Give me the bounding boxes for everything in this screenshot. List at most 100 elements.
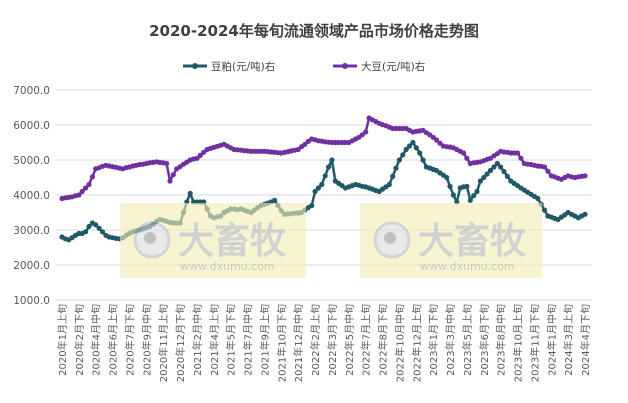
watermark-url: www.dxumu.com	[180, 260, 275, 273]
data-point	[582, 211, 588, 217]
x-tick-label: 2023年6月下旬	[478, 304, 491, 376]
data-point	[582, 173, 588, 179]
data-point	[83, 185, 89, 191]
legend: 豆粕(元/吨)右 大豆(元/吨)右	[183, 60, 425, 73]
data-point	[386, 181, 392, 188]
data-point	[167, 178, 173, 184]
watermark-2: 大畜牧 www.dxumu.com	[360, 203, 542, 278]
data-point	[403, 146, 409, 153]
data-point	[494, 160, 500, 167]
data-point	[319, 181, 325, 188]
data-point	[390, 173, 396, 179]
series-soybean	[59, 115, 588, 202]
data-point	[164, 160, 170, 167]
x-tick-label: 2024年4月下旬	[579, 304, 592, 376]
legend-marker-soybean	[342, 63, 348, 69]
data-point	[79, 188, 85, 195]
y-tick-label: 3000.0	[13, 225, 50, 237]
data-point	[396, 157, 402, 163]
data-point	[315, 185, 321, 191]
data-point	[400, 152, 406, 158]
data-point	[312, 188, 318, 195]
x-tick-label: 2023年3月中旬	[444, 304, 457, 376]
data-point	[413, 145, 419, 151]
data-point	[420, 157, 426, 163]
x-tick-label: 2021年2月中旬	[191, 304, 204, 376]
data-point	[329, 157, 335, 163]
data-point	[433, 137, 440, 143]
watermark-brand: 大畜牧	[178, 221, 287, 262]
data-point	[410, 139, 416, 146]
data-point	[99, 229, 106, 235]
data-point	[187, 190, 193, 196]
y-tick-label: 2000.0	[13, 260, 50, 272]
data-point	[484, 171, 490, 177]
data-point	[322, 173, 328, 179]
data-point	[504, 173, 510, 179]
data-point	[363, 129, 369, 135]
x-tick-label: 2021年5月下旬	[225, 304, 238, 376]
data-point	[477, 178, 483, 184]
watermark-1: 大畜牧 www.dxumu.com	[120, 203, 306, 278]
x-tick-label: 2020年4月中旬	[90, 304, 103, 376]
y-tick-label: 1000.0	[13, 295, 50, 307]
x-tick-label: 2021年12月中旬	[292, 304, 305, 382]
x-tick-label: 2023年11月下旬	[528, 304, 541, 382]
data-point	[326, 164, 332, 170]
data-point	[541, 164, 548, 170]
x-tick-label: 2022年8月下旬	[377, 304, 390, 376]
data-point	[393, 165, 399, 171]
x-tick-label: 2022年5月中旬	[343, 304, 356, 376]
x-tick-label: 2021年9月上旬	[258, 304, 271, 376]
y-tick-label: 6000.0	[13, 120, 50, 132]
data-point	[96, 225, 102, 231]
data-point	[447, 183, 453, 189]
data-point	[518, 155, 524, 161]
data-point	[309, 202, 315, 209]
x-tick-label: 2022年3月下旬	[326, 304, 339, 376]
x-tick-label: 2022年2月上旬	[309, 304, 322, 376]
data-point	[450, 192, 456, 198]
x-tick-label: 2021年7月中旬	[242, 304, 255, 376]
legend-item-soybean-meal[interactable]: 豆粕(元/吨)右	[183, 60, 275, 73]
x-tick-label: 2020年12月下旬	[174, 304, 187, 382]
data-point	[467, 197, 473, 203]
data-point	[541, 207, 548, 213]
y-tick-label: 4000.0	[13, 190, 50, 202]
data-point	[417, 150, 423, 156]
data-point	[272, 197, 278, 203]
y-tick-label: 5000.0	[13, 155, 50, 167]
legend-item-soybean[interactable]: 大豆(元/吨)右	[333, 60, 425, 73]
x-tick-label: 2020年9月中旬	[140, 304, 153, 376]
data-point	[471, 193, 477, 199]
x-tick-label: 2022年12月上旬	[410, 304, 423, 382]
x-tick-label: 2023年10月上旬	[512, 304, 525, 382]
data-point	[89, 174, 95, 180]
watermark-logo-eye-icon	[144, 232, 156, 244]
x-tick-label: 2020年11月上旬	[157, 304, 170, 382]
data-point	[83, 229, 89, 235]
x-tick-label: 2024年1月中旬	[545, 304, 558, 376]
data-point	[302, 141, 308, 147]
x-tick-label: 2022年10月中旬	[393, 304, 406, 382]
x-tick-label: 2023年8月中旬	[495, 304, 508, 376]
watermark-logo-eye-icon	[384, 232, 396, 244]
data-point	[491, 164, 497, 170]
y-axis: 1000.0 2000.0 3000.0 4000.0 5000.0 6000.0 7000…	[13, 85, 50, 307]
data-point	[86, 223, 92, 230]
x-tick-label: 2024年3月上旬	[562, 304, 575, 376]
data-point	[481, 174, 487, 181]
data-point	[197, 152, 203, 158]
x-tick-label: 2021年4月上旬	[208, 304, 221, 376]
x-tick-label: 2020年2月下旬	[73, 304, 86, 376]
watermark-url: www.dxumu.com	[420, 260, 515, 273]
legend-label-soybean: 大豆(元/吨)右	[361, 60, 425, 73]
data-point	[498, 164, 504, 170]
data-point	[464, 155, 470, 161]
data-point	[76, 192, 82, 198]
y-tick-label: 7000.0	[13, 85, 50, 97]
data-point	[460, 150, 467, 156]
data-point	[464, 183, 470, 189]
data-point	[514, 150, 521, 156]
